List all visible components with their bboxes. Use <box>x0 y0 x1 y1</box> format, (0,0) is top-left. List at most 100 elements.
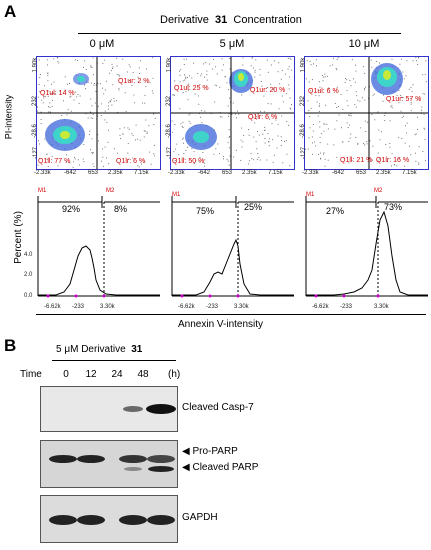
cell-dot <box>349 137 351 139</box>
cell-dot <box>97 134 99 136</box>
cell-dot <box>193 151 195 153</box>
cell-dot <box>223 64 224 66</box>
cell-dot <box>173 94 175 96</box>
cell-dot <box>106 157 107 159</box>
cell-dot <box>206 74 208 76</box>
cell-dot <box>46 59 48 61</box>
cell-dot <box>422 151 424 152</box>
cell-dot <box>97 115 99 117</box>
cell-dot <box>47 64 48 66</box>
band-0h <box>49 515 77 525</box>
cell-dot <box>418 162 420 164</box>
cell-dot <box>320 158 322 160</box>
cell-dot <box>201 73 203 75</box>
x-tick: -2.33k <box>168 170 185 176</box>
cell-dot <box>322 80 324 82</box>
cell-dot <box>415 160 417 162</box>
cell-dot <box>108 102 110 104</box>
cell-dot <box>52 92 54 94</box>
cell-dot <box>318 95 320 97</box>
cell-dot <box>338 114 340 116</box>
cell-dot <box>183 153 185 155</box>
cell-dot <box>216 73 218 75</box>
cell-dot <box>391 105 393 106</box>
cell-dot <box>75 91 77 93</box>
cell-dot <box>318 81 320 83</box>
cell-dot <box>199 84 201 86</box>
cell-dot <box>267 133 269 135</box>
cell-dot <box>76 96 78 98</box>
cell-dot <box>133 94 135 96</box>
cell-dot <box>186 58 187 60</box>
cell-dot <box>396 165 398 167</box>
cell-dot <box>184 79 186 81</box>
cell-dot <box>91 152 93 153</box>
cell-dot <box>316 101 318 103</box>
cell-dot <box>37 106 38 108</box>
cell-dot <box>92 57 94 59</box>
cell-dot <box>87 81 89 83</box>
cell-dot <box>410 154 412 156</box>
cell-dot <box>355 106 357 108</box>
cell-dot <box>144 94 146 96</box>
cell-dot <box>251 57 253 59</box>
cell-dot <box>343 157 345 159</box>
cell-dot <box>153 124 155 125</box>
cell-dot <box>112 67 113 69</box>
cell-dot <box>179 74 181 76</box>
cell-dot <box>281 95 283 97</box>
cell-dot <box>149 151 151 153</box>
cell-dot <box>139 73 140 74</box>
cell-dot <box>255 59 257 61</box>
cell-dot <box>83 66 84 68</box>
cell-dot <box>179 70 180 72</box>
cell-dot <box>324 73 326 75</box>
blot-casp7 <box>40 386 178 432</box>
cell-dot <box>235 149 237 151</box>
hist-y-tick: 4.0 <box>24 252 33 258</box>
cell-dot <box>411 90 413 92</box>
cell-dot <box>97 82 99 84</box>
cell-dot <box>354 81 356 83</box>
band-24h <box>123 406 143 412</box>
cell-dot <box>132 157 134 159</box>
concentration-label-10: 10 μM <box>348 38 380 50</box>
hist-x-tick: 3.30k <box>100 304 115 310</box>
cell-dot <box>310 64 312 66</box>
cell-cloud <box>37 57 156 168</box>
cell-dot <box>229 58 231 59</box>
cell-dot <box>268 141 269 142</box>
y-tick: 1.90k <box>300 57 307 73</box>
cell-dot <box>312 153 314 155</box>
cell-dot <box>51 92 53 94</box>
cell-dot <box>144 130 146 132</box>
cell-dot <box>188 120 190 122</box>
cell-dot <box>42 102 44 104</box>
cell-dot <box>288 66 290 68</box>
cell-dot <box>336 59 338 61</box>
cell-dot <box>92 153 94 154</box>
cell-dot <box>73 99 75 101</box>
cell-dot <box>329 65 331 67</box>
cell-dot <box>281 115 283 117</box>
cell-dot <box>365 131 367 132</box>
cell-dot <box>208 63 210 65</box>
cell-dot <box>404 165 406 167</box>
cell-dot <box>202 152 204 153</box>
cell-dot <box>39 77 41 79</box>
cell-dot <box>104 59 106 61</box>
blot-bands <box>49 455 175 472</box>
cell-dot <box>425 159 426 161</box>
cell-dot <box>198 160 200 162</box>
cell-dot <box>95 91 97 92</box>
cell-dot <box>122 58 124 60</box>
cell-dot <box>145 68 147 70</box>
cell-dot <box>286 140 287 142</box>
cell-dot <box>309 116 311 118</box>
cell-dot <box>248 134 250 136</box>
cell-dot <box>49 102 51 104</box>
cell-dot <box>187 99 189 101</box>
cell-dot <box>59 90 61 92</box>
cell-dot <box>48 111 50 113</box>
cell-dot <box>374 119 376 121</box>
